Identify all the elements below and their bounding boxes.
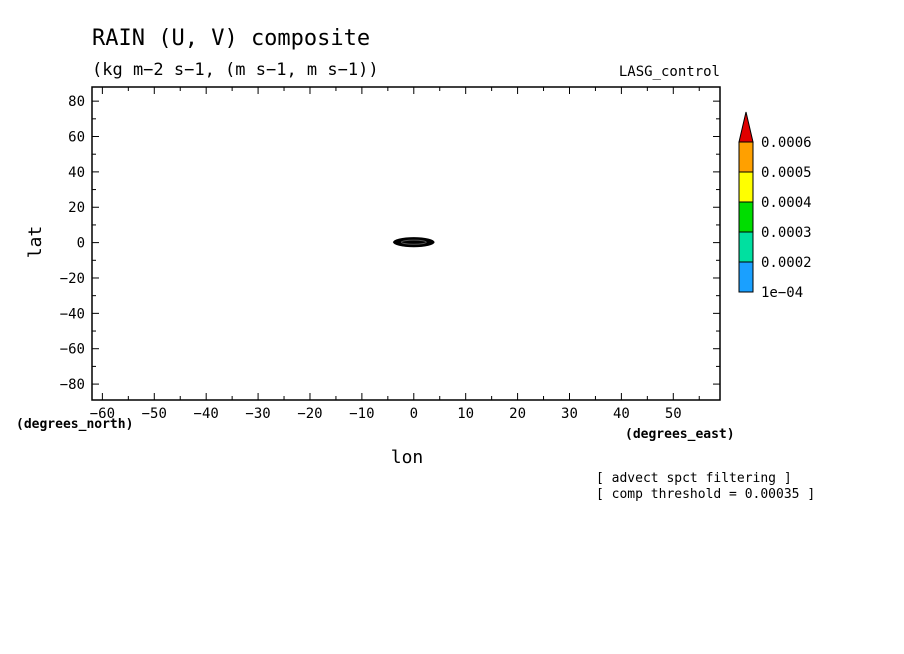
x-tick-label: 10 [457, 406, 474, 422]
y-tick-label: 0 [77, 236, 85, 252]
colorbar-label: 0.0005 [761, 165, 812, 181]
chart-title: RAIN (U, V) composite [92, 26, 370, 51]
y-axis-label: lat [25, 226, 46, 259]
colorbar-box [738, 231, 754, 263]
x-axis: −60 −50 −40 −30 −20 −10 0 10 20 30 40 50 [90, 87, 700, 422]
colorbar-box [738, 171, 754, 203]
x-tick-label: 20 [509, 406, 526, 422]
colorbar-box [738, 261, 754, 293]
colorbar-label: 0.0006 [761, 135, 812, 151]
chart-subtitle: (kg m−2 s−1, (m s−1, m s−1)) [92, 60, 379, 80]
x-tick-label: 30 [561, 406, 578, 422]
y-tick-label: 80 [68, 94, 85, 110]
x-axis-label: lon [391, 447, 424, 468]
rain-feature-contour [400, 239, 427, 245]
y-tick-label: −20 [60, 271, 85, 287]
y-tick-label: −60 [60, 342, 85, 358]
colorbar-label: 0.0002 [761, 255, 812, 271]
x-tick-label: −40 [194, 406, 219, 422]
colorbar-label: 0.0003 [761, 225, 812, 241]
x-tick-label: −10 [349, 406, 374, 422]
y-tick-label: −40 [60, 306, 85, 322]
x-tick-label: 50 [665, 406, 682, 422]
x-tick-label: 0 [410, 406, 418, 422]
x-tick-label: −50 [142, 406, 167, 422]
rain-feature [393, 237, 435, 248]
x-tick-label: −60 [90, 406, 115, 422]
colorbar-box [738, 141, 754, 173]
y-axis: 80 60 40 20 0 −20 −40 −60 −80 [60, 94, 720, 393]
colorbar-label: 0.0004 [761, 195, 812, 211]
rain-feature-blob [393, 237, 435, 248]
y-tick-label: −80 [60, 377, 85, 393]
y-tick-label: 40 [68, 165, 85, 181]
experiment-label: LASG_control [619, 64, 720, 80]
x-tick-label: 40 [613, 406, 630, 422]
colorbar-box [738, 201, 754, 233]
y-tick-label: 20 [68, 200, 85, 216]
x-axis-units: (degrees_east) [625, 427, 735, 442]
note-filtering: [ advect spct filtering ] [596, 471, 792, 486]
colorbar: 1e−04 0.0002 0.0003 0.0004 0.0005 0.0006 [738, 111, 812, 301]
y-tick-label: 60 [68, 130, 85, 146]
note-threshold: [ comp threshold = 0.00035 ] [596, 487, 815, 502]
colorbar-label: 1e−04 [761, 285, 803, 301]
colorbar-arrow [738, 111, 754, 143]
x-tick-label: −30 [245, 406, 270, 422]
y-axis-units: (degrees_north) [16, 417, 133, 432]
x-tick-label: −20 [297, 406, 322, 422]
